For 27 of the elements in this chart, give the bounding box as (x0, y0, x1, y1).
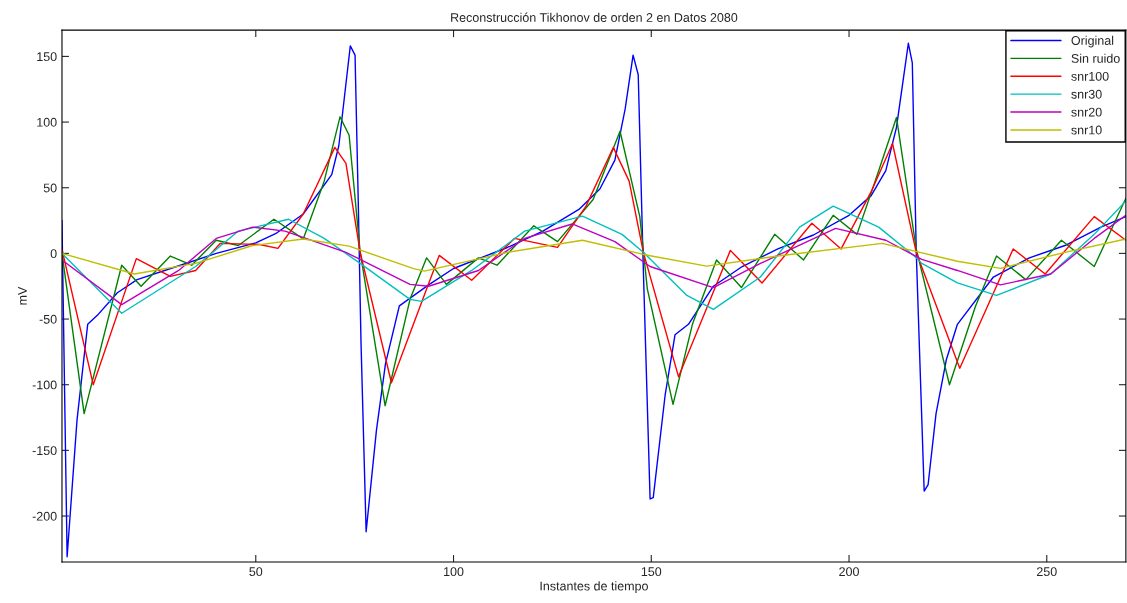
y-axis-title: mV (18, 286, 27, 305)
line-series (61, 238, 1126, 275)
line-series (61, 142, 1126, 386)
legend-label: snr10 (1071, 125, 1102, 135)
x-tick-label: 200 (839, 567, 859, 577)
y-tick-label: -100 (32, 380, 57, 390)
y-tick-label: -150 (32, 446, 57, 456)
x-tick-label: 250 (1036, 567, 1057, 577)
line-series (61, 214, 1126, 306)
line-series (61, 116, 1126, 415)
legend-label: Original (1071, 35, 1114, 48)
y-tick-label: 0 (50, 249, 57, 259)
line-series (61, 200, 1126, 314)
y-tick-label: 50 (43, 183, 57, 193)
y-tick-label: 150 (37, 52, 57, 62)
legend-label: snr30 (1071, 89, 1102, 99)
x-axis-title: Instantes de tiempo (540, 581, 648, 593)
x-tick-label: 100 (444, 567, 464, 577)
y-tick-label: -50 (39, 314, 57, 324)
chart-title: Reconstrucción Tikhonov de orden 2 en Datos 2080 (451, 12, 738, 22)
x-tick-label: 150 (641, 567, 662, 577)
legend-label: snr100 (1071, 71, 1109, 81)
y-tick-label: 100 (37, 117, 57, 127)
x-tick-label: 50 (249, 567, 263, 577)
legend-label: snr20 (1071, 107, 1102, 117)
legend-label: Sin ruido (1071, 53, 1120, 63)
y-tick-label: -200 (32, 511, 57, 521)
